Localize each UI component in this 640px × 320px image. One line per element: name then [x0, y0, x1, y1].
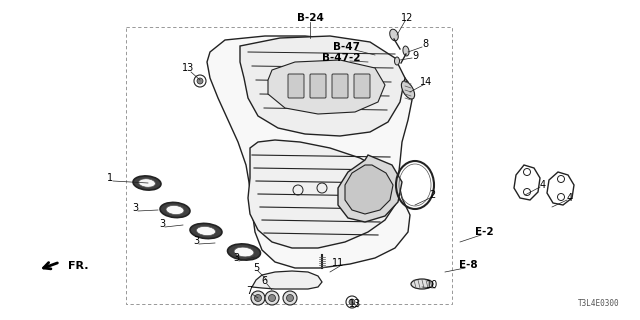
- Text: 7: 7: [246, 286, 252, 296]
- Polygon shape: [240, 36, 405, 136]
- Text: 11: 11: [332, 258, 344, 268]
- Ellipse shape: [234, 247, 254, 257]
- FancyBboxPatch shape: [288, 74, 304, 98]
- Text: 3: 3: [193, 236, 199, 246]
- Ellipse shape: [196, 227, 216, 236]
- Ellipse shape: [403, 46, 409, 56]
- Text: 13: 13: [349, 299, 361, 309]
- Ellipse shape: [228, 244, 260, 260]
- Text: 5: 5: [253, 263, 259, 273]
- Text: 4: 4: [540, 180, 546, 190]
- Text: E-8: E-8: [459, 260, 477, 270]
- Text: B-24: B-24: [296, 13, 323, 23]
- Text: 12: 12: [401, 13, 413, 23]
- Text: FR.: FR.: [68, 261, 88, 271]
- Ellipse shape: [160, 203, 190, 218]
- Circle shape: [287, 294, 294, 301]
- Bar: [126, 27, 452, 304]
- Polygon shape: [207, 36, 412, 268]
- Circle shape: [197, 78, 203, 84]
- Text: 6: 6: [261, 276, 267, 286]
- Circle shape: [255, 294, 262, 301]
- Text: 10: 10: [426, 280, 438, 290]
- Polygon shape: [338, 155, 402, 222]
- Text: 14: 14: [420, 77, 432, 87]
- Text: B-47: B-47: [333, 42, 360, 52]
- Ellipse shape: [394, 57, 399, 65]
- Polygon shape: [268, 60, 385, 114]
- Circle shape: [349, 299, 355, 305]
- Ellipse shape: [190, 223, 222, 239]
- FancyBboxPatch shape: [310, 74, 326, 98]
- Circle shape: [269, 294, 275, 301]
- Ellipse shape: [166, 205, 184, 214]
- Circle shape: [283, 291, 297, 305]
- Text: 3: 3: [132, 203, 138, 213]
- Polygon shape: [345, 165, 393, 214]
- FancyBboxPatch shape: [354, 74, 370, 98]
- Ellipse shape: [139, 179, 156, 187]
- Text: 3: 3: [159, 219, 165, 229]
- Text: 4: 4: [567, 193, 573, 203]
- Text: 8: 8: [422, 39, 428, 49]
- Polygon shape: [248, 140, 395, 248]
- FancyBboxPatch shape: [332, 74, 348, 98]
- Text: 13: 13: [182, 63, 194, 73]
- Text: B-47-2: B-47-2: [322, 53, 360, 63]
- Text: 9: 9: [412, 51, 418, 61]
- Text: E-2: E-2: [475, 227, 493, 237]
- Text: T3L4E0300: T3L4E0300: [579, 299, 620, 308]
- Ellipse shape: [133, 176, 161, 190]
- Text: 2: 2: [429, 190, 435, 200]
- Text: 1: 1: [107, 173, 113, 183]
- Ellipse shape: [390, 29, 398, 41]
- Circle shape: [251, 291, 265, 305]
- Ellipse shape: [401, 81, 415, 99]
- Text: 3: 3: [233, 253, 239, 263]
- Ellipse shape: [411, 279, 433, 289]
- Polygon shape: [252, 271, 322, 289]
- Circle shape: [265, 291, 279, 305]
